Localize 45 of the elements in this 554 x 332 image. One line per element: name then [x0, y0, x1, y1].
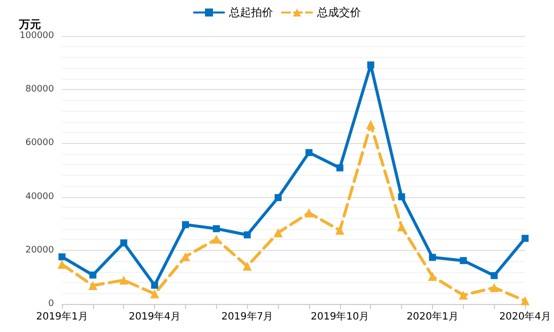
point — [428, 272, 437, 281]
point — [242, 262, 252, 271]
legend-label: 总成交价 — [316, 6, 361, 19]
point — [274, 228, 283, 238]
point — [182, 221, 189, 228]
point — [428, 254, 436, 261]
y-tick-label: 0 — [48, 299, 54, 309]
x-tick-label: 2019年1月 — [36, 310, 88, 322]
y-axis-title: 万元 — [18, 18, 41, 31]
x-tick-label: 2020年4月 — [499, 310, 551, 322]
point — [520, 296, 530, 306]
y-tick-label: 20000 — [25, 245, 54, 256]
x-tick-label: 2019年4月 — [128, 310, 181, 322]
y-tick-label: 100000 — [20, 31, 54, 41]
point — [58, 253, 66, 260]
point — [150, 289, 160, 298]
point — [151, 282, 158, 289]
point — [367, 61, 374, 68]
point — [335, 226, 344, 235]
point — [212, 225, 220, 232]
point — [458, 290, 468, 300]
point — [120, 239, 128, 246]
point — [89, 272, 96, 279]
y-tick-label: 80000 — [25, 84, 54, 95]
x-tick-label: 2020年1月 — [406, 310, 458, 322]
point — [88, 281, 98, 290]
point — [397, 222, 406, 232]
point — [119, 276, 128, 285]
point — [522, 234, 529, 242]
point — [274, 194, 282, 202]
legend-label: 总起拍价 — [228, 6, 273, 19]
point — [490, 272, 498, 280]
point — [58, 260, 66, 269]
point — [460, 257, 467, 264]
y-tick-label: 40000 — [25, 192, 54, 202]
x-tick-label: 2019年7月 — [221, 310, 274, 322]
point — [336, 164, 344, 172]
point — [366, 120, 376, 129]
point — [244, 231, 251, 238]
point — [304, 208, 314, 218]
x-tick-label: 2019年10月 — [310, 310, 369, 322]
point — [305, 149, 312, 156]
point — [490, 283, 499, 292]
y-tick-label: 60000 — [25, 138, 54, 148]
point — [398, 193, 406, 200]
